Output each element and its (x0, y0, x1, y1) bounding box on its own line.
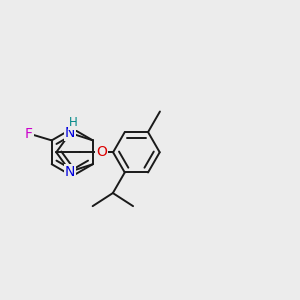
Text: N: N (65, 164, 75, 178)
Text: H: H (69, 116, 77, 130)
Text: F: F (25, 127, 33, 141)
Text: N: N (65, 126, 75, 140)
Text: O: O (96, 145, 107, 159)
